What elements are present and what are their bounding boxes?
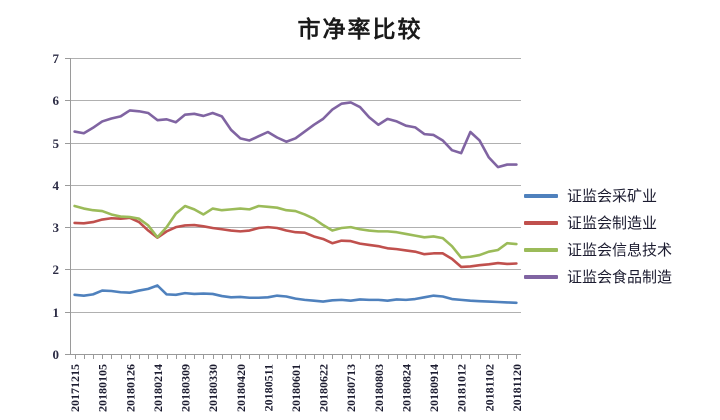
series-line-3: [73, 101, 518, 169]
y-tick-label: 1: [53, 305, 60, 320]
x-tick-label: 20180330: [206, 364, 220, 412]
legend-item-0[interactable]: 证监会采矿业: [524, 182, 720, 209]
x-tick-label: 20180105: [96, 364, 110, 412]
x-tick-label: 20180622: [317, 364, 331, 412]
legend-color-swatch: [524, 247, 558, 252]
x-tick-label: 20180914: [427, 364, 441, 412]
x-tick-label: 20180309: [179, 364, 193, 412]
legend-color-swatch: [524, 220, 558, 225]
series-line-2: [73, 204, 518, 259]
x-tick-label: 20181120: [510, 364, 524, 411]
y-tick-label: 2: [53, 262, 60, 277]
axis-ticks: [65, 58, 517, 359]
series-line-1: [73, 216, 518, 269]
chart-title: 市净率比较: [297, 17, 423, 42]
data-series-lines: [73, 101, 518, 305]
legend-color-swatch: [524, 193, 558, 198]
y-tick-label: 0: [53, 347, 60, 362]
y-tick-label: 6: [53, 93, 60, 108]
x-tick-label: 20181012: [455, 364, 469, 412]
y-tick-label: 3: [53, 220, 60, 235]
legend-label: 证监会食品制造: [567, 270, 673, 286]
x-tick-label: 20180803: [372, 364, 386, 412]
x-tick-label: 20180824: [399, 364, 413, 412]
y-tick-label: 7: [53, 51, 60, 66]
x-tick-label: 20180601: [289, 364, 303, 412]
x-tick-label: 20180126: [123, 364, 137, 412]
chart-legend: 证监会采矿业 证监会制造业 证监会信息技术 证监会食品制造: [524, 182, 720, 290]
legend-item-2[interactable]: 证监会信息技术: [524, 236, 720, 263]
gridlines: [70, 58, 521, 313]
y-tick-label: 4: [53, 178, 60, 193]
x-tick-label: 20180214: [151, 364, 165, 412]
legend-label: 证监会采矿业: [567, 189, 658, 205]
x-tick-label: 20171215: [68, 364, 82, 412]
x-tick-label: 20181102: [482, 364, 496, 411]
x-tick-label: 20180420: [234, 364, 248, 412]
x-axis-tick-labels: 20171215 20180105 20180126 20180214 20180309…: [68, 364, 524, 412]
legend-item-1[interactable]: 证监会制造业: [524, 209, 720, 236]
x-tick-label: 20180511: [261, 364, 275, 411]
series-line-0: [73, 284, 518, 305]
legend-label: 证监会制造业: [567, 216, 658, 232]
legend-color-swatch: [524, 274, 558, 279]
x-tick-label: 20180713: [344, 364, 358, 412]
legend-item-3[interactable]: 证监会食品制造: [524, 263, 720, 290]
y-tick-label: 5: [53, 136, 60, 151]
legend-label: 证监会信息技术: [567, 243, 673, 259]
y-axis-tick-labels: 0 1 2 3 4 5 6 7: [53, 51, 60, 362]
